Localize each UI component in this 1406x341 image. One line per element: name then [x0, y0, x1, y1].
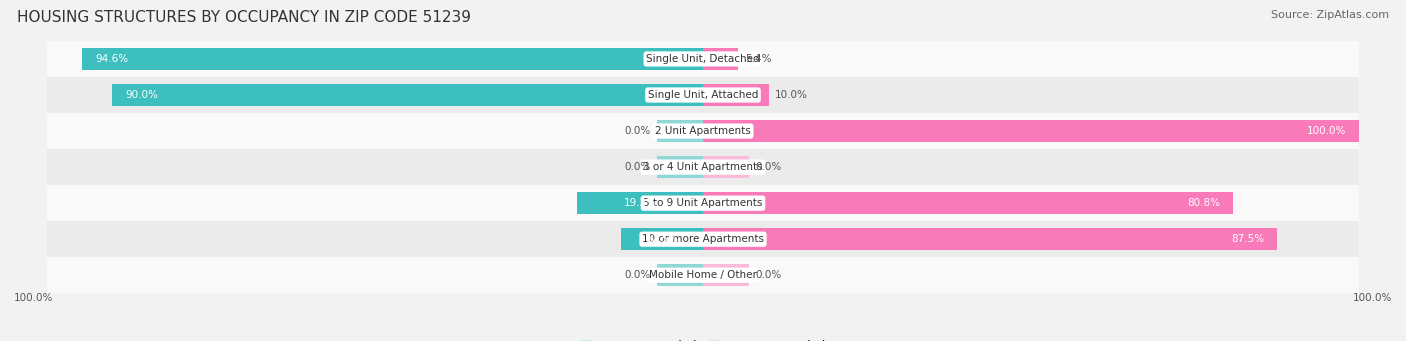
Bar [657, 120, 703, 142]
Bar [703, 228, 1277, 250]
Bar [703, 156, 749, 178]
Text: 2 Unit Apartments: 2 Unit Apartments [655, 126, 751, 136]
Bar [703, 192, 1233, 214]
Bar [46, 41, 1360, 77]
Text: Single Unit, Detached: Single Unit, Detached [647, 54, 759, 64]
Text: 100.0%: 100.0% [1353, 293, 1392, 303]
Text: 10 or more Apartments: 10 or more Apartments [643, 234, 763, 244]
Text: 90.0%: 90.0% [125, 90, 159, 100]
Text: Single Unit, Attached: Single Unit, Attached [648, 90, 758, 100]
Bar [576, 192, 703, 214]
Text: 100.0%: 100.0% [14, 293, 53, 303]
Text: 10.0%: 10.0% [775, 90, 808, 100]
Text: 5.4%: 5.4% [745, 54, 772, 64]
Text: 0.0%: 0.0% [624, 126, 651, 136]
Text: 19.2%: 19.2% [623, 198, 657, 208]
Text: Mobile Home / Other: Mobile Home / Other [650, 270, 756, 280]
Text: 0.0%: 0.0% [755, 162, 782, 172]
Text: 0.0%: 0.0% [624, 162, 651, 172]
Text: 0.0%: 0.0% [755, 270, 782, 280]
Bar [46, 113, 1360, 149]
Bar [621, 228, 703, 250]
Text: 80.8%: 80.8% [1187, 198, 1220, 208]
Bar [657, 156, 703, 178]
Bar [46, 149, 1360, 185]
Bar [83, 48, 703, 70]
Text: HOUSING STRUCTURES BY OCCUPANCY IN ZIP CODE 51239: HOUSING STRUCTURES BY OCCUPANCY IN ZIP C… [17, 10, 471, 25]
Text: 5 to 9 Unit Apartments: 5 to 9 Unit Apartments [644, 198, 762, 208]
Bar [46, 221, 1360, 257]
Text: 12.5%: 12.5% [645, 234, 679, 244]
Text: 94.6%: 94.6% [96, 54, 128, 64]
Text: Source: ZipAtlas.com: Source: ZipAtlas.com [1271, 10, 1389, 20]
Text: 100.0%: 100.0% [1306, 126, 1346, 136]
Bar [46, 77, 1360, 113]
Bar [657, 264, 703, 286]
Bar [703, 84, 769, 106]
Bar [46, 185, 1360, 221]
Bar [46, 257, 1360, 293]
Text: 3 or 4 Unit Apartments: 3 or 4 Unit Apartments [643, 162, 763, 172]
Legend: Owner-occupied, Renter-occupied: Owner-occupied, Renter-occupied [575, 336, 831, 341]
Text: 0.0%: 0.0% [624, 270, 651, 280]
Bar [703, 264, 749, 286]
Bar [112, 84, 703, 106]
Bar [703, 120, 1360, 142]
Bar [703, 48, 738, 70]
Text: 87.5%: 87.5% [1230, 234, 1264, 244]
